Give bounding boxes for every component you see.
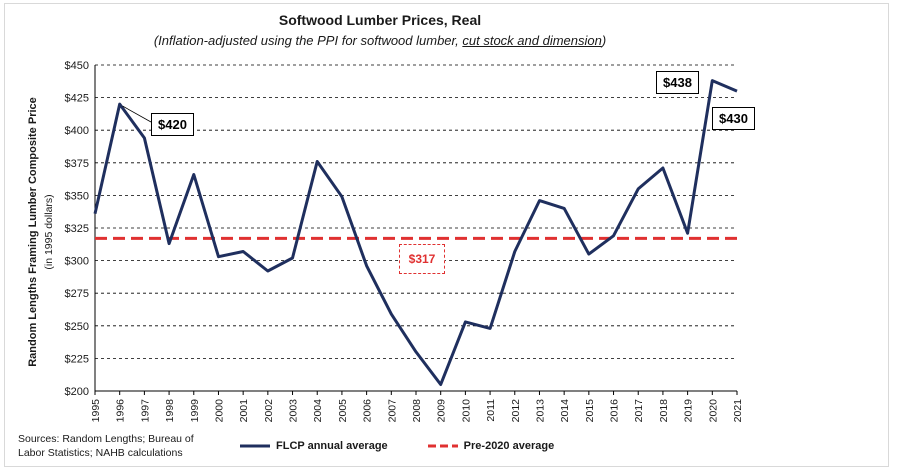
x-tick-label: 1995 (90, 399, 102, 423)
x-tick-label: 2009 (436, 399, 448, 423)
y-tick-label: $350 (65, 190, 89, 202)
y-tick-label: $450 (65, 60, 89, 72)
y-tick-label: $425 (65, 93, 89, 105)
x-tick-label: 1996 (115, 399, 127, 423)
y-axis-ticks: $200 $225 $250 $275 $300 $325 $350 $375 $400 $425… (65, 60, 89, 398)
annotation-317: $317 (399, 244, 445, 274)
legend-item-average: Pre-2020 average (427, 440, 555, 452)
x-tick-label: 2004 (312, 399, 324, 423)
x-tick-label: 2013 (534, 399, 546, 423)
x-tick-label: 2014 (559, 399, 571, 423)
axes (94, 65, 737, 392)
x-tick-label: 2003 (288, 399, 300, 423)
x-tick-label: 2015 (584, 399, 596, 423)
x-tick-label: 2016 (609, 399, 621, 423)
y-axis-sublabel: (in 1995 dollars) (43, 194, 55, 269)
x-tick-label: 2021 (732, 399, 744, 423)
flcp-line (93, 79, 738, 386)
y-tick-label: $225 (65, 353, 89, 365)
legend-swatch-average (427, 444, 458, 448)
annotation-438: $438 (656, 71, 699, 94)
chart-frame (4, 3, 889, 467)
x-tick-label: 1998 (164, 399, 176, 423)
x-tick-label: 1999 (189, 399, 201, 423)
x-tick-label: 2007 (386, 399, 398, 423)
x-tick-label: 2001 (238, 399, 250, 423)
legend: FLCP annual average Pre-2020 average (240, 440, 594, 452)
annotation-430: $430 (712, 107, 755, 130)
annotation-420: $420 (151, 113, 194, 136)
x-tick-label: 2018 (658, 399, 670, 423)
chart-subtitle: (Inflation-adjusted using the PPI for so… (0, 33, 760, 48)
y-tick-label: $275 (65, 288, 89, 300)
y-tick-label: $400 (65, 125, 89, 137)
x-tick-label: 2019 (683, 399, 695, 423)
x-tick-label: 2010 (460, 399, 472, 423)
y-tick-label: $375 (65, 158, 89, 170)
x-tick-label: 1997 (139, 399, 151, 423)
x-axis-ticks: 1995 1996 1997 1998 1999 2000 2001 2002 2003 2004… (90, 391, 744, 422)
subtitle-post: ) (601, 33, 607, 48)
x-tick-label: 2011 (485, 399, 497, 422)
x-tick-label: 2005 (337, 399, 349, 423)
y-tick-label: $250 (65, 321, 89, 333)
subtitle-link: cut stock and dimension (462, 33, 602, 48)
annotation-leaders (122, 105, 152, 123)
y-tick-label: $325 (65, 223, 89, 235)
x-tick-label: 2017 (633, 399, 645, 423)
x-tick-label: 2006 (362, 399, 374, 423)
x-tick-label: 2020 (707, 399, 719, 423)
series-line (93, 79, 738, 386)
legend-item-flcp: FLCP annual average (240, 440, 388, 452)
subtitle-pre: (Inflation-adjusted using the PPI for so… (153, 33, 463, 48)
legend-label-average: Pre-2020 average (463, 440, 555, 452)
x-tick-label: 2002 (263, 399, 275, 423)
y-axis-label: Random Lengths Framing Lumber Composite … (27, 97, 39, 367)
x-tick-label: 2012 (510, 399, 522, 423)
legend-swatch-flcp (240, 444, 270, 448)
sources-note: Sources: Random Lengths; Bureau of Labor… (18, 433, 194, 459)
x-tick-label: 2000 (213, 399, 225, 423)
legend-label-flcp: FLCP annual average (276, 440, 388, 452)
chart-title: Softwood Lumber Prices, Real (278, 12, 482, 28)
grid-lines (95, 64, 737, 359)
y-tick-label: $300 (65, 256, 89, 268)
x-tick-label: 2008 (411, 399, 423, 423)
leader-420 (122, 105, 152, 123)
y-tick-label: $200 (65, 386, 89, 398)
